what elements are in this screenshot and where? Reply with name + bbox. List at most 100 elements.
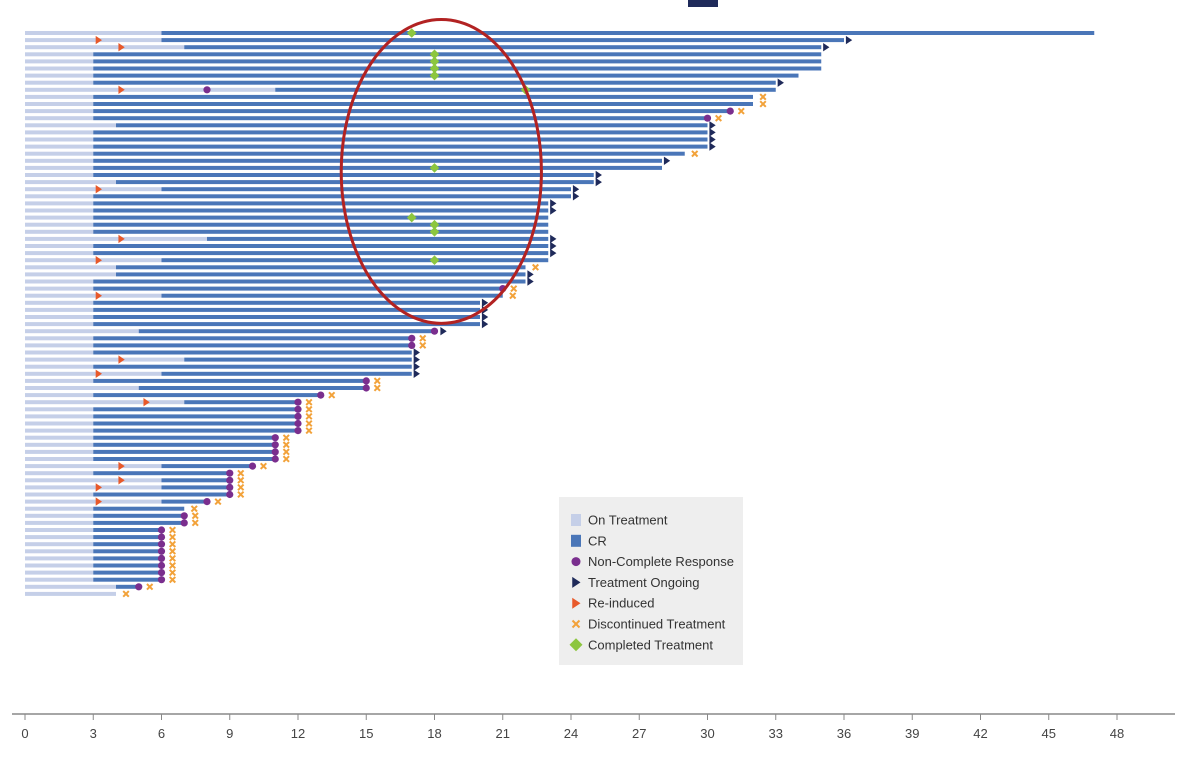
bar-on-treatment <box>25 577 94 582</box>
treatment-ongoing-marker <box>550 248 557 258</box>
discontinued-marker <box>282 441 290 449</box>
legend-swatch <box>572 576 581 588</box>
re-induced-marker <box>95 185 102 194</box>
swimmer-markers <box>95 28 853 598</box>
x-tick-label: 21 <box>496 726 510 741</box>
bar-cr <box>93 449 276 454</box>
x-tick-label: 39 <box>905 726 919 741</box>
re-induced-marker <box>95 497 102 506</box>
non-complete-response-marker <box>157 576 166 584</box>
bar-on-treatment <box>25 31 162 35</box>
bar-cr <box>93 165 662 170</box>
swimmer-bars <box>25 31 1095 596</box>
treatment-ongoing-marker <box>709 142 716 151</box>
non-complete-response-marker <box>362 377 370 385</box>
non-complete-response-marker <box>157 547 166 555</box>
completed-treatment-marker <box>429 63 440 74</box>
discontinued-marker <box>691 150 699 158</box>
bar-cr <box>93 407 298 412</box>
discontinued-marker <box>237 469 245 477</box>
bar-cr <box>161 485 230 490</box>
re-induced-marker <box>143 398 150 407</box>
non-complete-response-marker <box>294 419 302 428</box>
treatment-ongoing-marker <box>527 277 534 286</box>
discontinued-marker <box>168 540 177 548</box>
non-complete-response-marker <box>157 569 166 577</box>
treatment-ongoing-marker <box>595 170 602 180</box>
treatment-ongoing-marker <box>709 121 716 130</box>
treatment-ongoing-marker <box>413 369 420 378</box>
x-tick-label: 6 <box>158 726 165 741</box>
discontinued-marker <box>168 533 177 541</box>
bar-on-treatment <box>25 478 162 483</box>
treatment-ongoing-marker <box>823 43 830 52</box>
bar-on-treatment <box>25 144 94 149</box>
completed-treatment-marker <box>429 255 440 265</box>
bar-cr <box>93 286 503 291</box>
bar-cr <box>93 322 480 327</box>
bar-cr <box>93 457 276 461</box>
non-complete-response-marker <box>157 526 166 534</box>
bar-cr <box>116 265 526 270</box>
bar-cr <box>93 535 162 540</box>
bar-cr <box>93 144 708 149</box>
bar-cr <box>93 300 480 305</box>
bar-cr <box>93 343 412 348</box>
bar-on-treatment <box>25 520 94 525</box>
bar-cr <box>93 59 822 64</box>
bar-on-treatment <box>25 222 94 227</box>
bar-on-treatment <box>25 442 94 447</box>
bar-on-treatment <box>25 165 94 170</box>
x-tick-label: 3 <box>90 726 97 741</box>
bar-on-treatment <box>25 180 116 185</box>
bar-cr <box>116 123 708 128</box>
bar-cr <box>93 492 230 497</box>
non-complete-response-marker <box>226 483 234 491</box>
bar-on-treatment <box>25 265 116 270</box>
re-induced-marker <box>95 35 102 45</box>
non-complete-response-marker <box>294 412 302 420</box>
non-complete-response-marker <box>271 434 279 442</box>
bar-on-treatment <box>25 315 94 319</box>
bar-on-treatment <box>25 286 94 291</box>
non-complete-response-marker <box>226 490 234 499</box>
re-induced-marker <box>95 256 102 265</box>
re-induced-marker <box>118 476 125 485</box>
bar-on-treatment <box>25 457 94 461</box>
bar-on-treatment <box>25 570 94 575</box>
treatment-ongoing-marker <box>481 319 489 329</box>
x-tick-label: 30 <box>700 726 714 741</box>
non-complete-response-marker <box>294 405 302 413</box>
bar-on-treatment <box>25 293 162 298</box>
legend-item: Re-induced <box>572 596 655 611</box>
bar-cr <box>161 258 549 263</box>
non-complete-response-marker <box>362 384 370 392</box>
non-complete-response-marker <box>157 540 166 548</box>
bar-on-treatment <box>25 449 94 454</box>
legend-item: Completed Treatment <box>569 637 713 652</box>
legend-label: Completed Treatment <box>588 637 713 652</box>
discontinued-marker <box>531 263 540 271</box>
legend-swatch <box>569 638 583 652</box>
bar-on-treatment <box>25 137 94 142</box>
bar-cr <box>93 80 776 85</box>
non-complete-response-marker <box>203 86 211 94</box>
bar-on-treatment <box>25 66 94 71</box>
bar-cr <box>184 357 412 362</box>
bar-cr <box>93 109 731 114</box>
bar-cr <box>93 222 549 227</box>
bar-on-treatment <box>25 435 94 440</box>
discontinued-marker <box>168 561 177 570</box>
bar-on-treatment <box>25 279 94 284</box>
bar-cr <box>93 215 549 220</box>
discontinued-marker <box>168 547 177 555</box>
non-complete-response-marker <box>294 398 302 406</box>
legend: On Treatment CR Non-Complete Response Treat… <box>559 497 743 665</box>
bar-cr <box>93 116 708 121</box>
bar-cr <box>93 513 185 518</box>
discontinued-marker <box>328 391 336 399</box>
treatment-ongoing-marker <box>572 185 580 194</box>
re-induced-marker <box>118 234 125 244</box>
non-complete-response-marker <box>248 462 257 470</box>
